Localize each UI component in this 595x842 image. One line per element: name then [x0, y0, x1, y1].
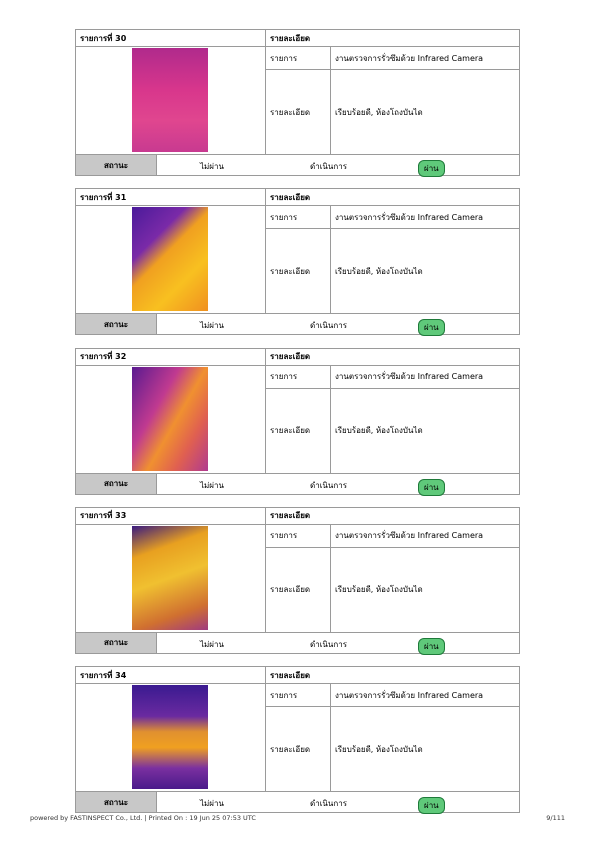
thermal-image	[132, 366, 208, 471]
item-label: รายการ	[265, 46, 331, 70]
status-option: ไม่ผ่าน	[200, 162, 224, 171]
item-value: งานตรวจการรั่วซึมด้วย Infrared Camera	[330, 683, 520, 707]
item-label: รายการ	[265, 523, 331, 548]
detail-header: รายละเอียด	[265, 347, 520, 366]
status-option: ไม่ผ่าน	[200, 321, 224, 331]
status-option: ไม่ผ่าน	[200, 799, 224, 808]
status-option: ดำเนินการ	[310, 321, 347, 331]
status-label: สถานะ	[75, 472, 157, 495]
item-title: รายการที่ 31	[75, 188, 266, 207]
detail-value: เรียบร้อยดี, ห้องโถงบันได	[330, 546, 520, 633]
status-label: สถานะ	[75, 313, 157, 336]
item-title: รายการที่ 32	[75, 347, 266, 366]
detail-header: รายละเอียด	[265, 666, 520, 684]
status-option: ผ่าน	[418, 797, 445, 814]
thermal-image	[132, 685, 208, 789]
status-option: ไม่ผ่าน	[200, 639, 224, 649]
status-option: ผ่าน	[418, 319, 445, 337]
detail-header: รายละเอียด	[265, 188, 520, 207]
detail-label: รายละเอียด	[265, 228, 331, 315]
status-label: สถานะ	[75, 791, 157, 813]
detail-header: รายละเอียด	[265, 506, 520, 525]
status-option: ดำเนินการ	[310, 639, 347, 649]
thermal-image	[132, 525, 208, 630]
detail-label: รายละเอียด	[265, 546, 331, 633]
detail-value: เรียบร้อยดี, ห้องโถงบันได	[330, 387, 520, 474]
detail-label: รายละเอียด	[265, 706, 331, 792]
item-label: รายการ	[265, 683, 331, 707]
status-label: สถานะ	[75, 631, 157, 654]
detail-label: รายละเอียด	[265, 69, 331, 155]
status-option: ผ่าน	[418, 637, 445, 655]
status-option: ดำเนินการ	[310, 480, 347, 490]
status-option: ผ่าน	[418, 478, 445, 496]
thermal-image	[132, 48, 208, 152]
item-title: รายการที่ 33	[75, 506, 266, 525]
item-value: งานตรวจการรั่วซึมด้วย Infrared Camera	[330, 205, 520, 230]
status-option: ผ่าน	[418, 160, 445, 177]
footer-text: powered by FASTINSPECT Co., Ltd. | Print…	[30, 814, 256, 822]
status-option: ดำเนินการ	[310, 162, 347, 171]
detail-label: รายละเอียด	[265, 387, 331, 474]
detail-value: เรียบร้อยดี, ห้องโถงบันได	[330, 69, 520, 155]
status-label: สถานะ	[75, 154, 157, 176]
item-title: รายการที่ 30	[75, 29, 266, 47]
item-title: รายการที่ 34	[75, 666, 266, 684]
item-value: งานตรวจการรั่วซึมด้วย Infrared Camera	[330, 523, 520, 548]
item-value: งานตรวจการรั่วซึมด้วย Infrared Camera	[330, 364, 520, 389]
detail-value: เรียบร้อยดี, ห้องโถงบันได	[330, 228, 520, 315]
item-value: งานตรวจการรั่วซึมด้วย Infrared Camera	[330, 46, 520, 70]
detail-header: รายละเอียด	[265, 29, 520, 47]
page-number: 9/111	[546, 814, 565, 822]
status-option: ไม่ผ่าน	[200, 480, 224, 490]
item-label: รายการ	[265, 205, 331, 230]
thermal-image	[132, 207, 208, 312]
status-option: ดำเนินการ	[310, 799, 347, 808]
item-label: รายการ	[265, 364, 331, 389]
detail-value: เรียบร้อยดี, ห้องโถงบันได	[330, 706, 520, 792]
